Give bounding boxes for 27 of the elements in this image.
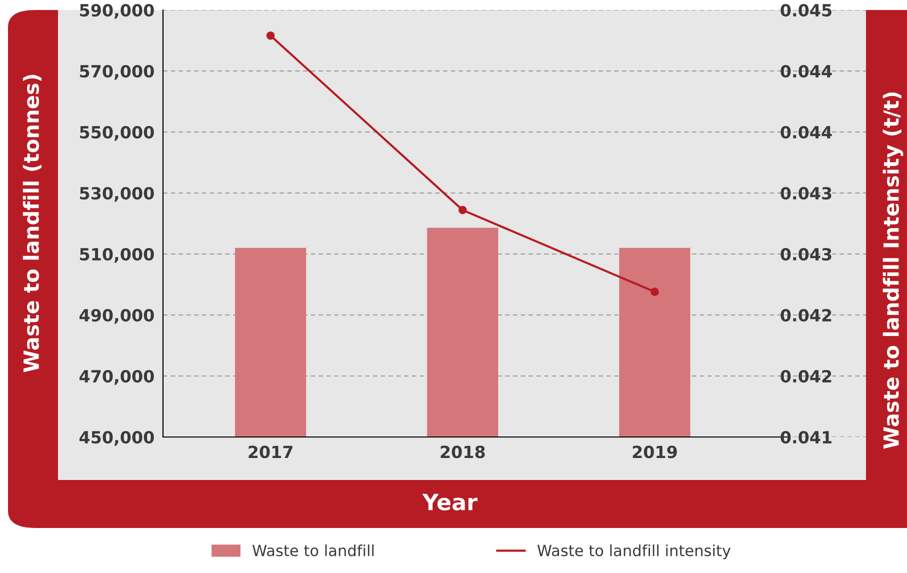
y2-tick-label: 0.041 [780, 430, 832, 444]
y2-tick-label: 0.042 [780, 370, 832, 383]
y2-axis-title: Waste to landfill Intensity (t/t) [882, 92, 904, 449]
y2-tick-label: 0.043 [780, 186, 832, 200]
y-tick-label: 450,000 [80, 430, 154, 446]
point [650, 288, 659, 296]
x-tick-label: 2017 [248, 446, 292, 458]
point [458, 206, 467, 214]
y2-tick-label: 0.043 [780, 248, 832, 261]
y-tick-label: 570,000 [80, 64, 154, 80]
y2-tick-label: 0.044 [780, 64, 832, 78]
y2-tick-label: 0.044 [780, 126, 832, 139]
y-tick-label: 550,000 [80, 126, 154, 141]
point [266, 31, 275, 40]
x-axis-title: Year [422, 494, 478, 510]
y2-tick-label: 0.042 [780, 308, 832, 322]
y-tick-label: 470,000 [80, 370, 154, 385]
y2-tick-label: 0.045 [780, 4, 832, 17]
legend-label: Waste to landfill intensity [537, 544, 731, 560]
x-tick-label: 2019 [632, 446, 677, 458]
y-tick-label: 510,000 [80, 248, 154, 263]
y-tick-label: 490,000 [80, 308, 154, 324]
y-tick-label: 530,000 [80, 186, 154, 202]
y-tick-label: 590,000 [80, 4, 154, 19]
x-tick-label: 2018 [440, 446, 485, 458]
legend-label: Waste to landfill [252, 544, 374, 556]
y-axis-title: Waste to landfill (tonnes) [22, 74, 42, 372]
